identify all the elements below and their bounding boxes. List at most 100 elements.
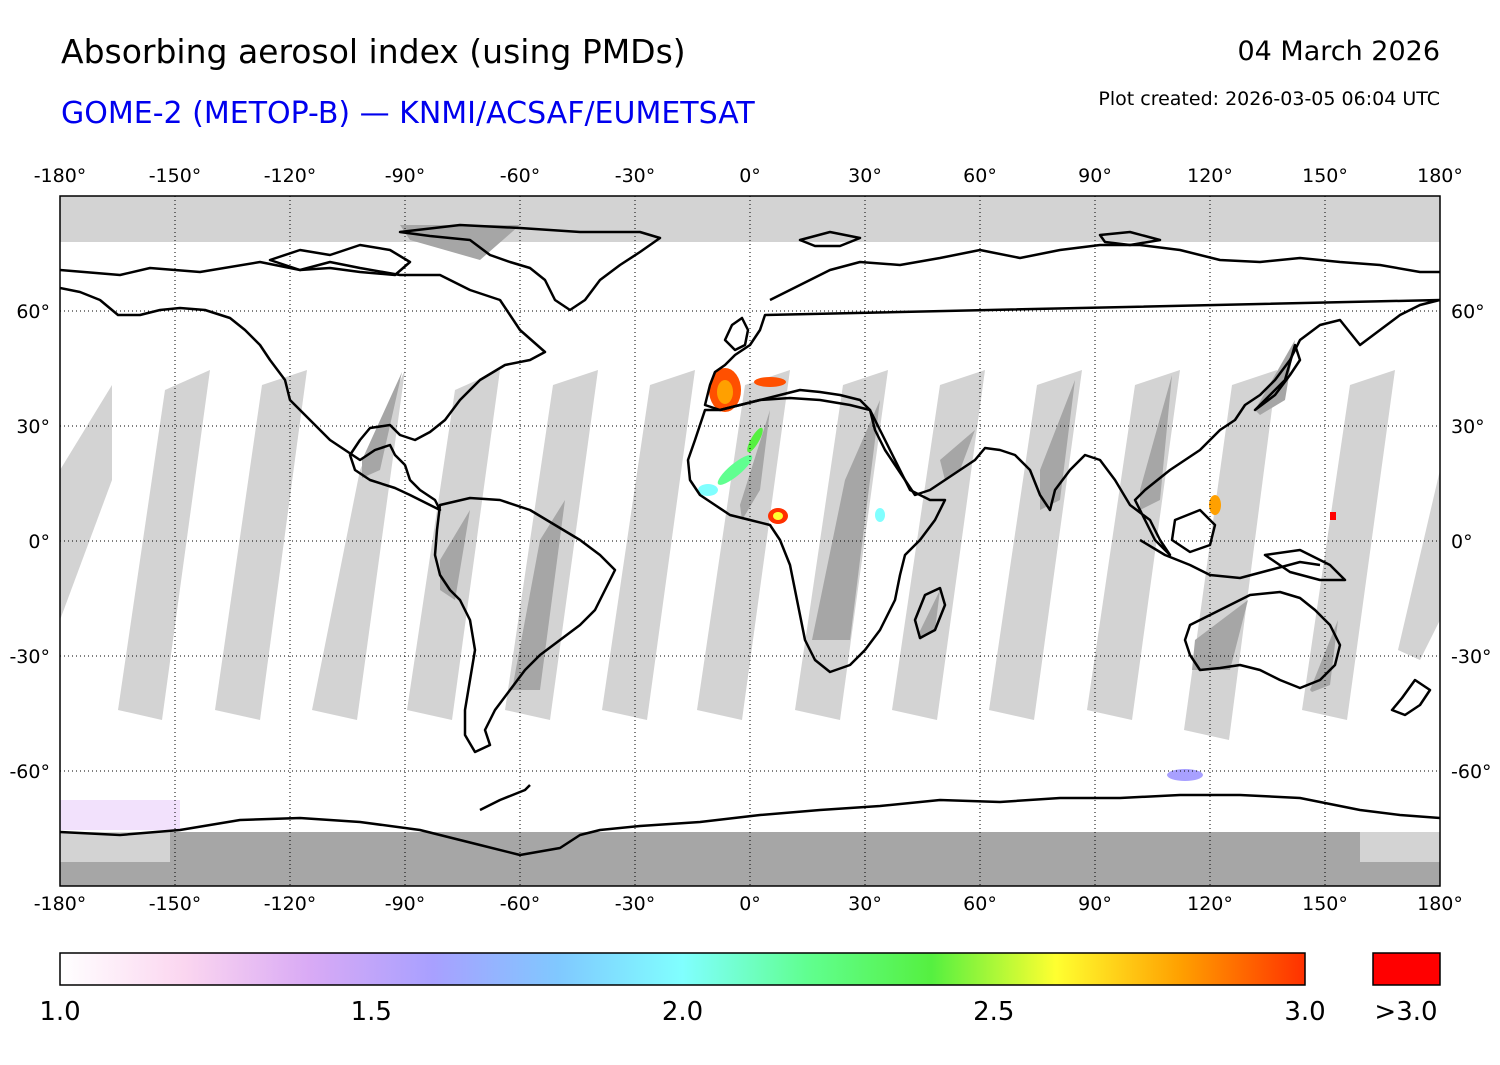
coast-new-guinea [1263,548,1347,582]
orbit-gap-land [1192,600,1248,670]
lon-tick-label: -90° [385,893,426,915]
lon-tick-label: 120° [1187,165,1233,187]
lon-tick-label: 90° [1078,893,1112,915]
orbit-gap-land [812,400,880,640]
colorbar-tick-label: 1.5 [351,997,392,1027]
orbit-gap-over-land [362,225,1338,692]
orbit-gap-land [400,225,520,260]
coast-svalbard-region [798,230,862,248]
colorbar-tick-labels: 1.0 1.5 2.0 2.5 3.0 [39,997,1325,1027]
lat-tick-label: 60° [16,301,50,323]
orbit-gap [602,370,695,720]
lon-tick-label: -30° [615,893,656,915]
colorbar-tick-label: 1.0 [39,997,80,1027]
coastlines [60,223,1440,857]
orbit-gap-land [1140,375,1172,510]
colorbar-tick-label: 3.0 [1284,997,1325,1027]
orbit-gap-land [512,500,565,690]
orbit-gap [215,370,307,720]
aerosol-signal-southern-ocean [1167,769,1203,781]
coast-arctic-islands [268,243,412,277]
lat-tick-label: 60° [1451,301,1485,323]
orbit-gap-land [1255,340,1295,415]
aerosol-hotspot-guinea-core [773,512,783,520]
colorbar [59,952,1306,986]
coast-north-america [60,260,547,512]
coast-new-zealand [1390,678,1432,717]
lon-tick-label: 150° [1302,165,1348,187]
coast-antarctic-peninsula [479,784,531,812]
orbit-gap [118,370,210,720]
map-date: 04 March 2026 [1237,36,1440,67]
coast-madagascar [913,586,947,640]
lon-tick-label: 180° [1417,893,1463,915]
orbit-gap-land [940,430,975,480]
arctic-no-data [60,196,1440,242]
lat-tick-label: -60° [9,761,50,783]
lon-tick-label: 30° [848,165,882,187]
lon-tick-label: -180° [34,165,87,187]
lon-ticks-bottom: -180° -150° -120° -90° -60° -30° 0° 30° 60° 90° 12… [34,893,1463,915]
coast-australia [1183,590,1342,690]
coast-south-america [433,496,617,754]
lat-tick-label: -60° [1451,761,1492,783]
lon-tick-label: 30° [848,893,882,915]
colorbar-tick-label: 2.5 [973,997,1014,1027]
aerosol-hotspot-west-africa [698,484,718,496]
aerosol-hotspot-mediterranean [754,377,786,387]
lat-tick-label: 0° [1451,531,1473,553]
aerosol-hotspot-sahara-north [747,427,763,453]
lat-tick-label: 30° [16,416,50,438]
colorbar-overflow-box [1372,952,1441,986]
orbit-gap [1398,470,1440,660]
lon-tick-label: -120° [264,893,317,915]
lon-tick-label: -30° [615,165,656,187]
lat-ticks-left: 60° 30° 0° -30° -60° [9,301,50,783]
lon-tick-label: 60° [963,165,997,187]
aerosol-hotspot-iberia-core [717,380,733,404]
colorbar-tick-label: 2.0 [662,997,703,1027]
aerosol-hotspot-east-africa [875,508,885,522]
aerosol-signals [60,368,1336,830]
orbit-gap [60,385,112,620]
plot-created-timestamp: Plot created: 2026-03-05 06:04 UTC [1098,88,1440,110]
lon-tick-label: 60° [963,893,997,915]
lat-tick-label: 0° [28,531,50,553]
coast-africa [686,396,947,674]
lon-tick-label: -150° [149,893,202,915]
orbit-gap [697,370,790,720]
aerosol-signal-pacific [1330,512,1336,520]
aerosol-hotspot-philippines [1209,495,1221,515]
lon-tick-label: -60° [500,893,541,915]
lon-tick-label: 0° [739,893,761,915]
coast-novaya-zemlya [1098,230,1162,247]
lon-tick-label: 90° [1078,165,1112,187]
lon-tick-label: 120° [1187,893,1233,915]
coast-uk [723,316,750,352]
aerosol-hotspot-sahara [717,455,753,485]
orbit-gap-land [1040,380,1075,510]
map-subtitle: GOME-2 (METOP-B) — KNMI/ACSAF/EUMETSAT [61,96,755,131]
antarctic-no-data-light-west [60,832,170,862]
lon-tick-label: 150° [1302,893,1348,915]
lon-tick-label: -150° [149,165,202,187]
lon-tick-label: -90° [385,165,426,187]
lon-ticks-top: -180° -150° -120° -90° -60° -30° 0° 30° 60° 90° 12… [34,165,1463,187]
aerosol-signal-antarctic-edge [60,800,180,830]
graticule [60,196,1440,886]
antarctic-no-data-light-east [1360,832,1440,862]
lon-tick-label: -60° [500,165,541,187]
orbit-gap-land [740,410,770,520]
coast-japan [1253,343,1302,412]
coast-antarctica [60,793,1440,857]
map-title: Absorbing aerosol index (using PMDs) [61,32,686,71]
orbit-gap-land [918,590,940,640]
lat-ticks-right: 60° 30° 0° -30° -60° [1451,301,1492,783]
lon-tick-label: 180° [1417,165,1463,187]
lon-tick-label: 0° [739,165,761,187]
colorbar-overflow-label: >3.0 [1374,997,1437,1027]
coast-indonesia [1139,538,1321,580]
map-frame [59,195,1441,887]
lat-tick-label: 30° [1451,416,1485,438]
